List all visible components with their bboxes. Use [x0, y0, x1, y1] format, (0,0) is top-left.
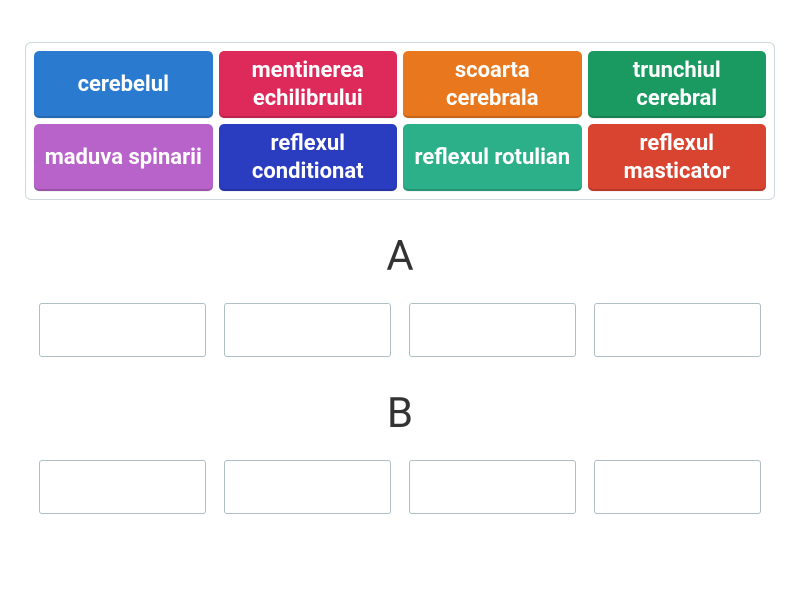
card-reflexul-rotulian[interactable]: reflexul rotulian	[403, 124, 582, 191]
card-scoarta-cerebrala[interactable]: scoarta cerebrala	[403, 51, 582, 118]
drop-slot[interactable]	[409, 460, 576, 514]
drop-slot[interactable]	[224, 460, 391, 514]
card-pool: cerebelul mentinerea echilibrului scoart…	[25, 42, 775, 200]
drop-slot[interactable]	[409, 303, 576, 357]
section-a: A	[25, 232, 775, 357]
card-mentinerea-echilibrului[interactable]: mentinerea echilibrului	[219, 51, 398, 118]
drop-slot[interactable]	[39, 303, 206, 357]
card-reflexul-masticator[interactable]: reflexul masticator	[588, 124, 767, 191]
game-container: cerebelul mentinerea echilibrului scoart…	[0, 0, 800, 514]
drop-slot[interactable]	[39, 460, 206, 514]
drop-slot[interactable]	[594, 303, 761, 357]
section-a-drop-row	[25, 303, 775, 357]
card-trunchiul-cerebral[interactable]: trunchiul cerebral	[588, 51, 767, 118]
card-reflexul-conditionat[interactable]: reflexul conditionat	[219, 124, 398, 191]
section-b-drop-row	[25, 460, 775, 514]
drop-slot[interactable]	[224, 303, 391, 357]
section-a-label: A	[25, 232, 775, 281]
card-cerebelul[interactable]: cerebelul	[34, 51, 213, 118]
section-b: B	[25, 389, 775, 514]
card-maduva-spinarii[interactable]: maduva spinarii	[34, 124, 213, 191]
section-b-label: B	[25, 389, 775, 438]
drop-slot[interactable]	[594, 460, 761, 514]
